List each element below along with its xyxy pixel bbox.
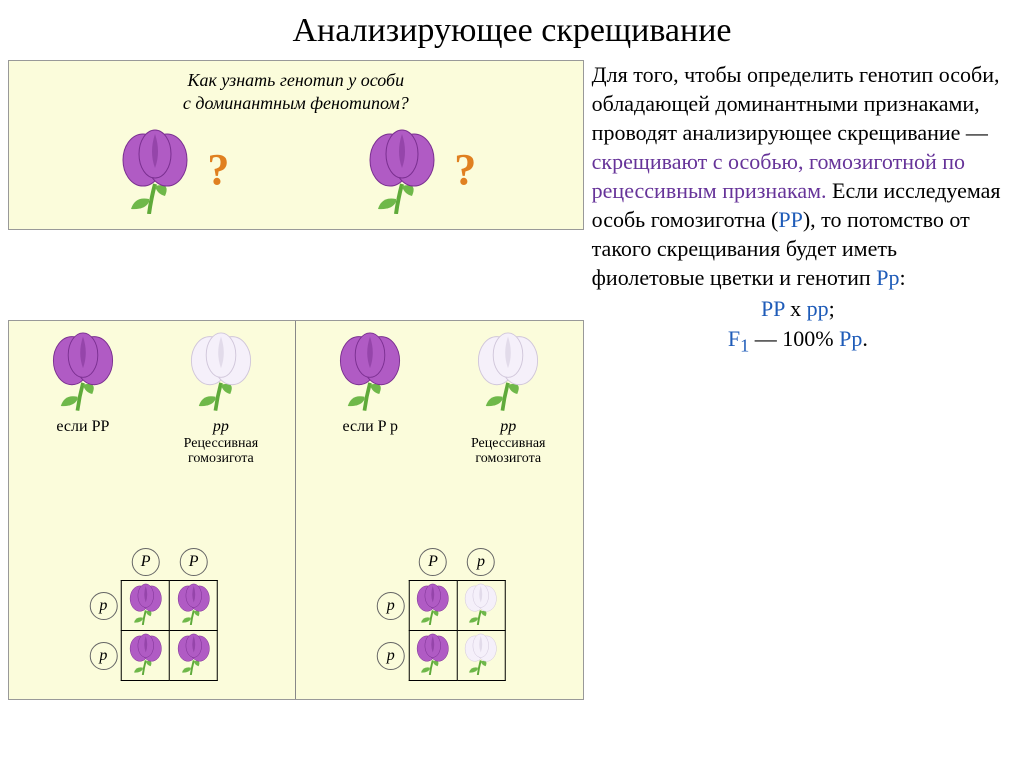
parent-row: если PP pp Рецессивная гомозигота xyxy=(9,327,295,467)
parent-1: если PP xyxy=(23,327,143,436)
parent-2: pp Рецессивная гомозигота xyxy=(161,327,281,467)
top-panel: Как узнать генотип у особи с доминантным… xyxy=(8,60,584,230)
body-p1: Для того, чтобы определить генотип особи… xyxy=(592,62,1000,145)
allele-top: p xyxy=(457,545,505,581)
parent-1: если P p xyxy=(310,327,430,436)
allele-left: p xyxy=(373,581,409,631)
case-left: если PP pp Рецессивная гомозигота PPp xyxy=(9,321,296,699)
parent-2-sub1: Рецессивная xyxy=(448,436,568,451)
left-column: Как узнать генотип у особи с доминантным… xyxy=(0,60,584,700)
flower-purple-icon xyxy=(333,398,407,415)
parent-1-genotype: если PP xyxy=(23,418,143,436)
question-line1: Как узнать генотип у особи xyxy=(188,70,405,90)
formula-2: F1 — 100% Pp. xyxy=(592,326,1004,356)
flower-purple-icon xyxy=(115,124,195,214)
f1-d: ; xyxy=(829,296,835,321)
allele-top: P xyxy=(122,545,170,581)
f2-b: — 100% xyxy=(749,326,839,351)
punnett-square-left: PPp p xyxy=(86,545,219,682)
flower-purple-icon xyxy=(362,124,442,214)
allele-top: P xyxy=(409,545,457,581)
body-p3e: : xyxy=(899,265,905,290)
allele-top: P xyxy=(170,545,218,581)
flower-q-group-1: ? xyxy=(115,124,229,214)
punnett-table: Ppp p xyxy=(373,545,506,682)
punnett-cell xyxy=(170,581,218,631)
f2-sub: 1 xyxy=(740,336,749,356)
parent-2-genotype: pp xyxy=(161,418,281,436)
body-text: Для того, чтобы определить генотип особи… xyxy=(592,60,1004,292)
content-row: Как узнать генотип у особи с доминантным… xyxy=(0,60,1024,700)
allele-left: p xyxy=(373,631,409,681)
question-mark-icon: ? xyxy=(207,144,229,195)
formula-1: PP x pp; xyxy=(592,296,1004,322)
page-title: Анализирующее скрещивание xyxy=(0,0,1024,50)
punnett-cell xyxy=(170,631,218,681)
question-line2: с доминантным фенотипом? xyxy=(183,93,409,113)
punnett-cell xyxy=(457,631,505,681)
punnett-cell xyxy=(122,581,170,631)
parent-2-sub2: гомозигота xyxy=(448,451,568,466)
case-right: если P p pp Рецессивная гомозигота Ppp xyxy=(296,321,583,699)
flower-q-group-2: ? xyxy=(362,124,476,214)
punnett-cell xyxy=(457,581,505,631)
f2-a: F xyxy=(728,326,740,351)
parent-2-sub1: Рецессивная xyxy=(161,436,281,451)
top-flower-row: ? ? xyxy=(9,124,583,214)
punnett-square-right: Ppp p xyxy=(373,545,506,682)
f1-a: PP xyxy=(761,296,785,321)
punnett-table: PPp p xyxy=(86,545,219,682)
punnett-cell xyxy=(409,631,457,681)
punnett-cell xyxy=(122,631,170,681)
punnett-cell xyxy=(409,581,457,631)
body-p3b: PP xyxy=(778,207,802,232)
parent-row: если P p pp Рецессивная гомозигота xyxy=(296,327,583,467)
flower-purple-icon xyxy=(46,398,120,415)
allele-left: p xyxy=(86,581,122,631)
bottom-panel: если PP pp Рецессивная гомозигота PPp xyxy=(8,320,584,700)
body-p3d: Pp xyxy=(876,265,899,290)
f2-c: Pp xyxy=(839,326,862,351)
parent-2: pp Рецессивная гомозигота xyxy=(448,327,568,467)
parent-1-genotype: если P p xyxy=(310,418,430,436)
f1-c: pp xyxy=(807,296,829,321)
flower-white-icon xyxy=(184,398,258,415)
f2-d: . xyxy=(862,326,868,351)
flower-white-icon xyxy=(471,398,545,415)
allele-left: p xyxy=(86,631,122,681)
parent-2-sub2: гомозигота xyxy=(161,451,281,466)
parent-2-genotype: pp xyxy=(448,418,568,436)
question-text: Как узнать генотип у особи с доминантным… xyxy=(9,61,583,114)
f1-b: x xyxy=(785,296,807,321)
question-mark-icon: ? xyxy=(454,144,476,195)
right-column: Для того, чтобы определить генотип особи… xyxy=(584,60,1024,700)
